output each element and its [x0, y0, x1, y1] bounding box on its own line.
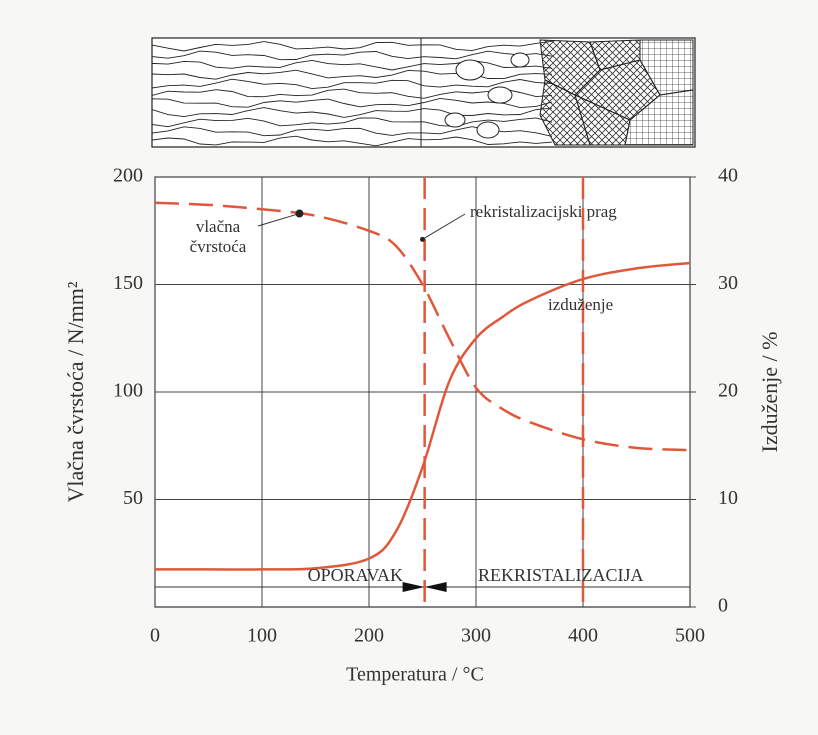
grain — [444, 112, 466, 128]
region-label: OPORAVAK — [308, 565, 403, 585]
grain-line — [151, 88, 553, 99]
series-line — [154, 261, 691, 571]
grain-line — [151, 117, 553, 128]
y2-tick-label: 40 — [718, 165, 738, 187]
annotation: vlačna čvrstoća — [189, 217, 247, 256]
grain — [624, 89, 694, 146]
y-axis-label: Vlačna čvrstoća / N/mm² — [63, 281, 88, 502]
x-tick-label: 0 — [150, 625, 160, 647]
grain-line — [151, 59, 553, 71]
microstructure — [151, 37, 696, 148]
grain-line — [151, 107, 553, 118]
x-tick-label: 400 — [568, 625, 598, 647]
y2-tick-label: 10 — [718, 487, 738, 509]
grain — [476, 121, 500, 139]
series-line — [154, 201, 691, 452]
grain-line — [151, 40, 553, 52]
annotation-point — [420, 236, 425, 242]
region-label: REKRISTALIZACIJA — [478, 565, 644, 585]
grain-line — [151, 135, 553, 147]
leader-line — [422, 213, 466, 240]
y-tick-label: 100 — [113, 380, 143, 402]
x-axis-label: Temperatura / °C — [346, 664, 484, 686]
grain — [589, 39, 641, 71]
grain — [455, 59, 485, 81]
x-tick-label: 500 — [675, 625, 705, 647]
annotation: rekristalizacijski prag — [470, 202, 617, 221]
grain — [510, 52, 530, 68]
grain — [487, 86, 513, 104]
x-tick-label: 100 — [247, 625, 277, 647]
y2-tick-label: 30 — [718, 272, 738, 294]
grain-line — [151, 78, 553, 90]
grain-line — [151, 50, 553, 61]
x-tick-label: 300 — [461, 625, 491, 647]
grain-line — [151, 69, 553, 80]
y2-axis-label: Izduženje / % — [757, 332, 782, 453]
leader-line — [257, 213, 300, 227]
y-tick-label: 150 — [113, 272, 143, 294]
grain-line — [151, 97, 553, 109]
region-arrow — [402, 582, 425, 592]
y2-tick-label: 20 — [718, 380, 738, 402]
annotation: izduženje — [548, 295, 613, 314]
y-tick-label: 200 — [113, 165, 143, 187]
grain — [539, 79, 591, 146]
y-tick-label: 50 — [123, 487, 143, 509]
x-tick-label: 200 — [354, 625, 384, 647]
region-arrow — [424, 582, 447, 592]
y2-tick-label: 0 — [718, 595, 728, 617]
annotation-point — [295, 209, 304, 218]
